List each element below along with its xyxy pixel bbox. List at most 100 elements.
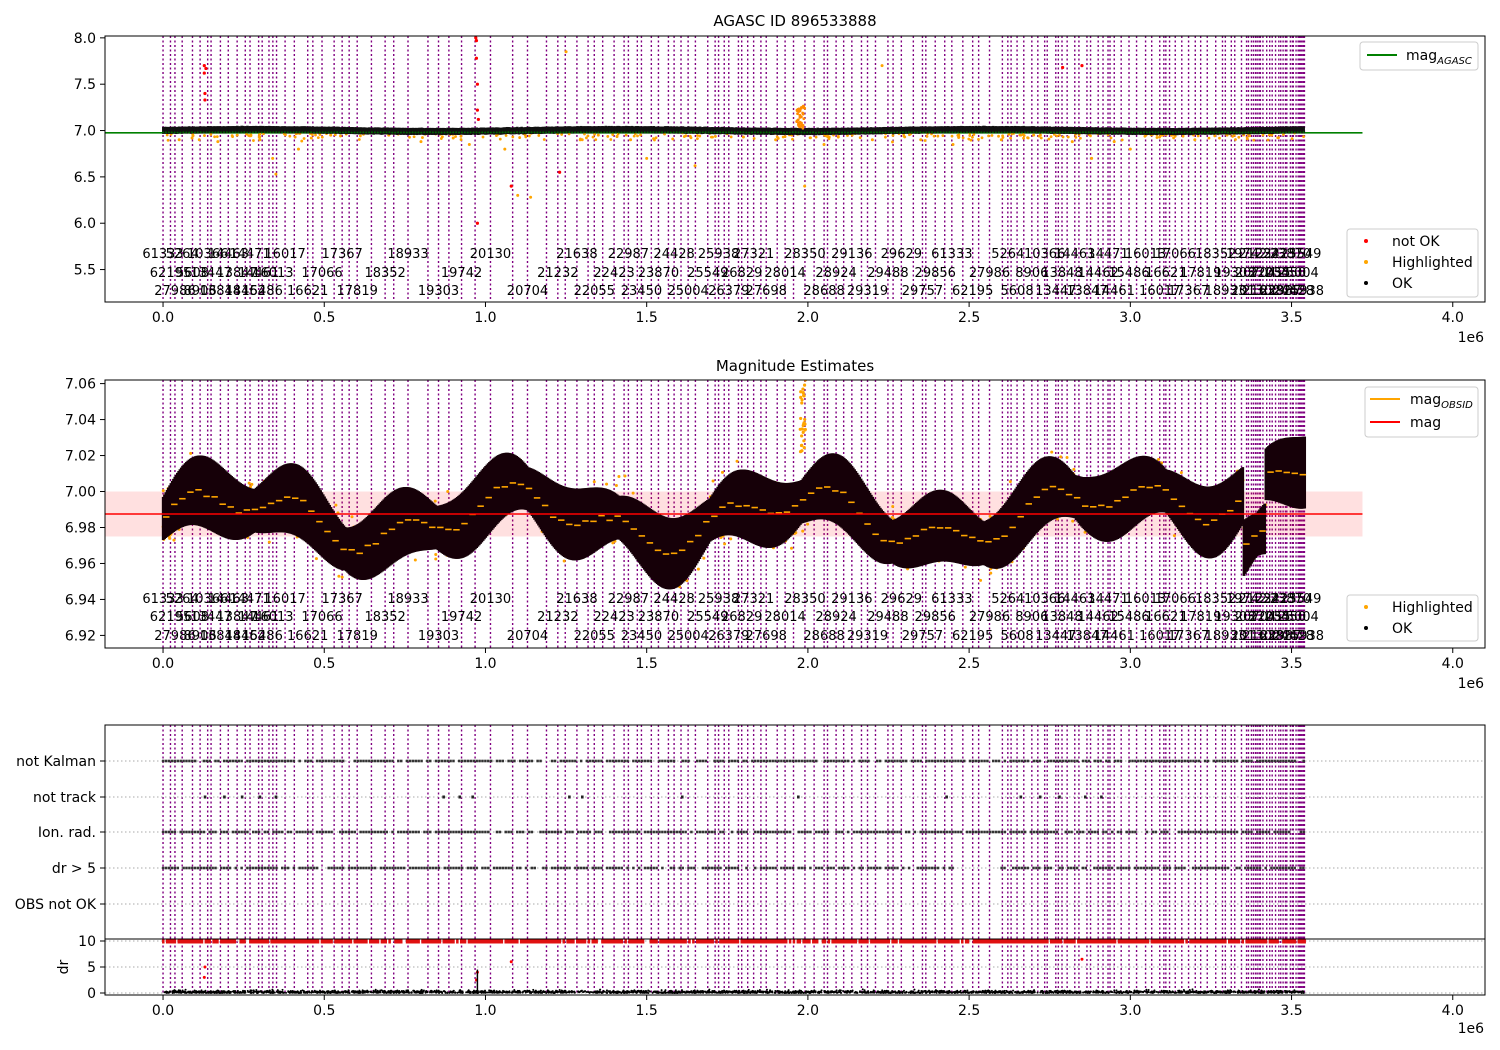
ok-point: [633, 126, 637, 134]
ok-point: [494, 127, 497, 135]
obsid-label: 17819: [1180, 266, 1221, 281]
ok-point: [704, 131, 707, 134]
obsid-label: 15486: [241, 629, 282, 644]
flag-point: [495, 759, 499, 763]
obsid-label: 29629: [881, 247, 922, 262]
ok-point: [298, 126, 301, 134]
ok-point: [1218, 127, 1221, 135]
ok-point: [427, 128, 431, 136]
ok-point: [1170, 128, 1173, 136]
highlighted-point: [950, 134, 954, 138]
highlighted-point: [990, 134, 994, 137]
ok-point: [952, 126, 956, 134]
ok-point: [1155, 128, 1159, 136]
ok-point: [591, 131, 594, 134]
ok-point: [172, 126, 175, 134]
highlighted-point: [858, 136, 862, 140]
ok-point: [556, 126, 560, 134]
obsid-label: 21232: [537, 610, 578, 625]
highlighted-point: [902, 134, 906, 138]
ok-point: [250, 126, 254, 134]
ok-point: [452, 131, 455, 134]
ok-point: [318, 131, 321, 134]
ok-point: [166, 126, 169, 134]
ok-point: [964, 126, 967, 134]
ok-point: [315, 131, 318, 134]
ok-point: [463, 127, 467, 135]
ok-point: [997, 131, 1000, 134]
ok-point: [897, 126, 901, 134]
highlighted-point: [989, 571, 993, 575]
obsid-label: 20704: [507, 629, 548, 644]
ok-point: [1022, 125, 1025, 133]
highlighted-point: [527, 134, 531, 138]
highlighted-point: [689, 136, 693, 140]
ok-point: [1063, 126, 1066, 134]
ok-point: [925, 131, 928, 134]
obsid-label: 28924: [815, 610, 856, 625]
ok-point: [212, 126, 216, 134]
not-ok-point: [796, 107, 800, 111]
highlighted-point: [165, 133, 169, 137]
ok-point: [402, 131, 405, 134]
ok-point: [1119, 131, 1122, 134]
ok-point: [714, 127, 718, 135]
ok-point: [1058, 126, 1062, 134]
ok-point: [498, 127, 502, 135]
ok-point: [405, 131, 408, 134]
ok-point: [1189, 131, 1192, 134]
flag-point: [806, 759, 809, 763]
highlighted-point: [951, 142, 955, 146]
ok-point: [278, 126, 281, 134]
highlighted-point: [685, 579, 689, 583]
flag-point: [359, 759, 362, 763]
ok-point: [690, 126, 693, 134]
ok-point: [590, 126, 593, 134]
ok-point: [1102, 127, 1105, 135]
flag-point: [539, 759, 542, 763]
ok-point: [417, 127, 420, 135]
obsid-label: 5264: [991, 592, 1024, 607]
ok-point: [665, 126, 669, 134]
y-tick-label: 6.92: [65, 628, 96, 644]
ok-point: [269, 126, 272, 134]
obsid-label: 19303: [418, 629, 459, 644]
highlighted-point: [1090, 156, 1094, 160]
ok-point: [1087, 131, 1090, 134]
ok-point: [175, 127, 178, 135]
ok-point: [196, 126, 200, 134]
ok-point: [321, 131, 324, 134]
highlighted-point: [408, 135, 411, 139]
ok-point: [981, 125, 985, 133]
ok-point: [974, 131, 977, 134]
ok-point: [723, 127, 727, 135]
highlighted-point: [963, 565, 967, 569]
ok-point: [720, 126, 724, 134]
obsid-label: 22055: [574, 284, 615, 299]
obsid-label: 13848: [200, 284, 241, 299]
highlighted-point: [799, 390, 803, 394]
ok-point: [304, 126, 307, 134]
ok-point: [790, 127, 793, 135]
ok-point: [1028, 126, 1031, 134]
obsid-label: 20130: [1231, 284, 1272, 299]
flag-point: [275, 759, 278, 763]
ok-point: [1228, 127, 1231, 135]
highlighted-point: [586, 134, 590, 138]
obsid-label: 17367: [1168, 629, 1209, 644]
ok-point: [809, 131, 812, 134]
flag-point: [623, 759, 626, 763]
highlighted-point: [774, 138, 778, 142]
ok-point: [1163, 131, 1166, 134]
ok-point: [246, 125, 249, 133]
highlighted-point: [891, 140, 894, 144]
ok-point: [402, 127, 406, 135]
ok-point: [830, 127, 834, 135]
highlighted-point: [529, 195, 533, 199]
flag-point: [579, 759, 583, 763]
obsid-label: 16013: [252, 610, 293, 625]
flag-point: [263, 759, 267, 763]
ok-point: [881, 131, 884, 134]
highlighted-point: [801, 387, 805, 391]
highlighted-point: [412, 135, 416, 139]
